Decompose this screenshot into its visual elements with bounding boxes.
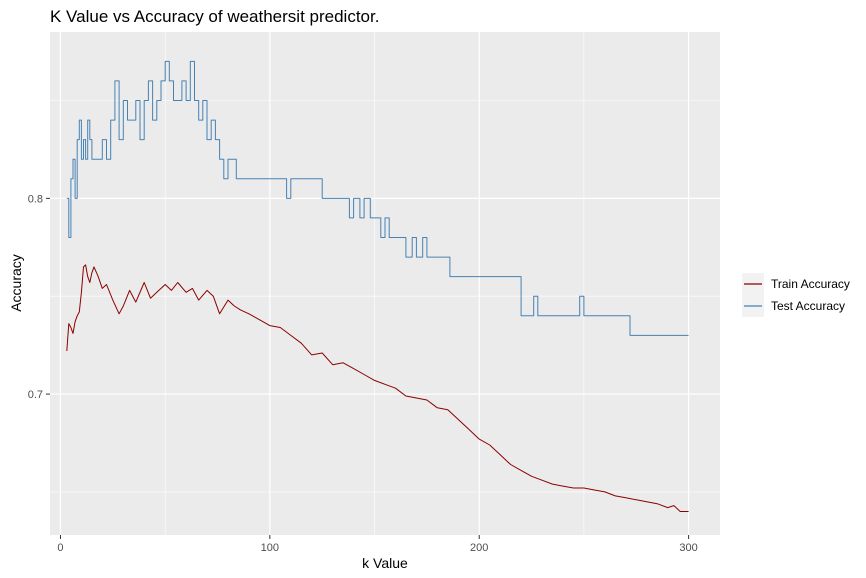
y-tick-label: 0.8 bbox=[28, 193, 43, 205]
plot-panel bbox=[50, 32, 720, 535]
legend-label: Test Accuracy bbox=[771, 299, 845, 313]
x-tick-label: 0 bbox=[57, 542, 63, 554]
series-line-test-accuracy bbox=[66, 60, 689, 336]
chart-title: K Value vs Accuracy of weathersit predic… bbox=[50, 7, 379, 26]
x-tick-label: 100 bbox=[261, 542, 279, 554]
series-line-train-accuracy bbox=[66, 264, 689, 512]
minor-gridlines bbox=[50, 32, 720, 535]
y-axis-title: Accuracy bbox=[8, 254, 24, 312]
axis-ticks bbox=[46, 197, 690, 539]
x-axis-title: k Value bbox=[362, 555, 408, 571]
tick-labels: 0 100 200 300 0.7 0.8 bbox=[28, 193, 698, 554]
major-gridlines bbox=[50, 32, 720, 535]
y-tick-label: 0.7 bbox=[28, 389, 43, 401]
x-tick-label: 300 bbox=[679, 542, 697, 554]
legend-label: Train Accuracy bbox=[771, 277, 850, 291]
legend: Train Accuracy Test Accuracy bbox=[742, 273, 850, 317]
x-tick-label: 200 bbox=[470, 542, 488, 554]
series-lines bbox=[66, 60, 689, 512]
